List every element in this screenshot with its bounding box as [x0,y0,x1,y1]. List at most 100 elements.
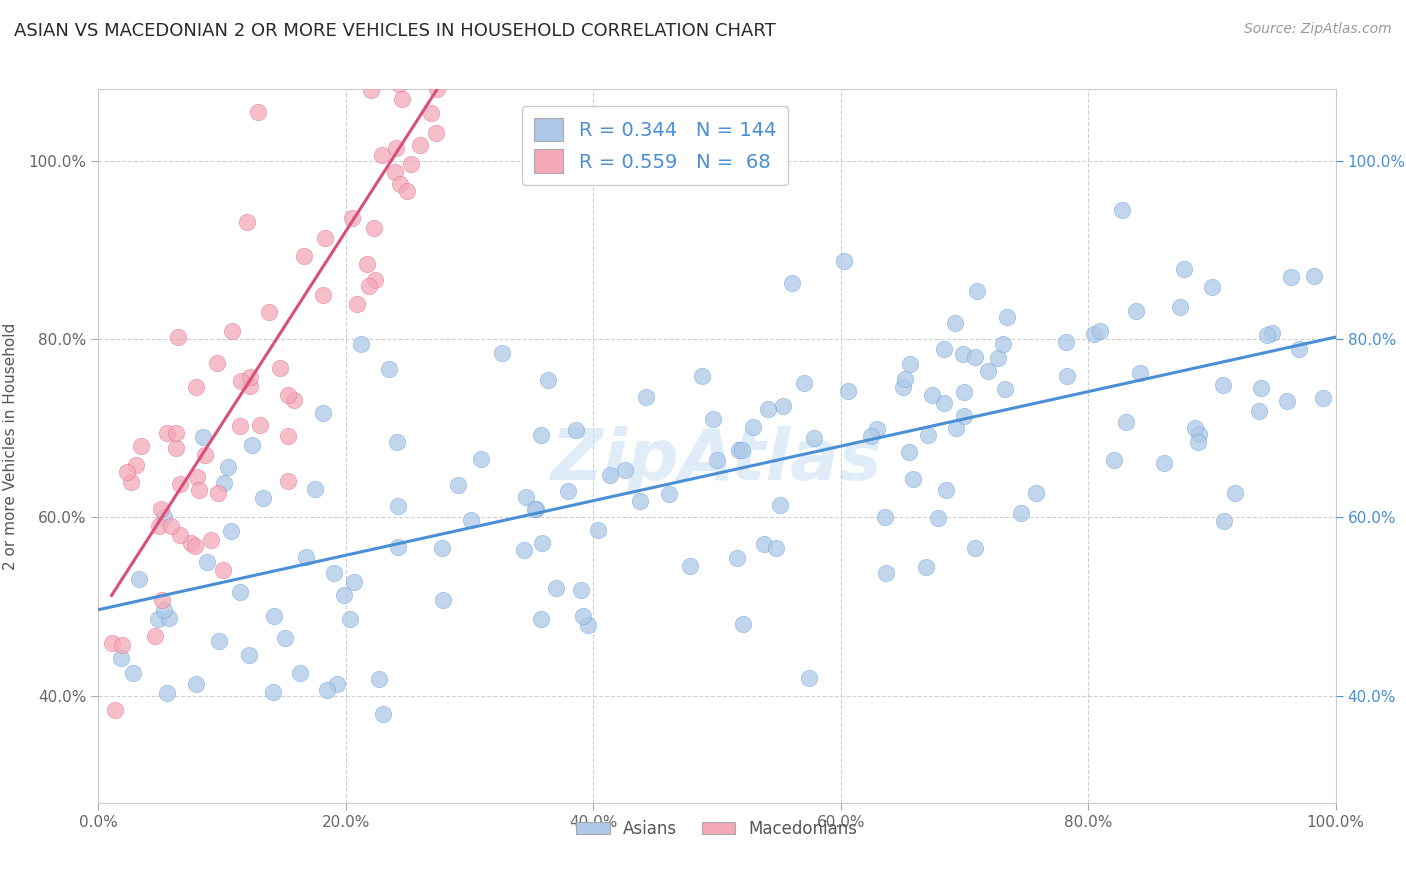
Point [470,451,492,466]
Point [898,357,921,371]
Point [1212,378,1234,392]
Point [217,459,239,474]
Point [384,165,406,179]
Point [257,305,280,319]
Point [921,388,943,402]
Point [945,316,967,330]
Point [1173,261,1195,276]
Point [180,535,202,549]
Point [357,278,380,293]
Point [322,566,344,580]
Point [156,686,179,700]
Point [894,372,917,386]
Point [728,443,751,458]
Point [333,588,356,602]
Point [295,550,318,565]
Point [346,297,368,311]
Point [1111,203,1133,218]
Point [312,406,335,420]
Point [927,511,949,525]
Point [1261,326,1284,341]
Point [530,612,553,626]
Point [420,105,443,120]
Point [613,463,636,477]
Point [702,412,724,426]
Point [128,572,150,586]
Point [269,360,291,375]
Point [803,431,825,445]
Point [153,509,176,524]
Point [186,676,208,690]
Point [152,603,174,617]
Point [1088,324,1111,338]
Point [191,430,214,444]
Point [311,287,333,301]
Point [125,458,148,473]
Point [274,631,297,645]
Point [772,399,794,413]
Point [385,53,408,67]
Point [891,380,914,394]
Point [1277,394,1299,409]
Point [897,445,920,459]
Point [1247,404,1270,418]
Point [387,540,409,554]
Point [799,671,821,685]
Point [350,337,373,351]
Point [780,276,803,290]
Point [679,559,702,574]
Point [837,384,859,398]
Point [283,392,305,407]
Point [236,215,259,229]
Point [1115,416,1137,430]
Point [200,533,222,547]
Point [395,184,418,198]
Point [963,541,986,555]
Point [288,666,311,681]
Point [159,519,181,533]
Point [239,370,262,384]
Point [156,426,179,441]
Point [565,423,588,437]
Point [932,396,955,410]
Point [388,77,411,91]
Point [110,638,132,652]
Point [1056,368,1078,383]
Point [426,82,449,96]
Point [344,39,367,54]
Point [129,439,152,453]
Y-axis label: 2 or more Vehicles in Household: 2 or more Vehicles in Household [3,322,17,570]
Point [277,429,299,443]
Point [524,502,547,516]
Point [1312,391,1334,405]
Point [239,378,262,392]
Text: Source: ZipAtlas.com: Source: ZipAtlas.com [1244,22,1392,37]
Point [169,528,191,542]
Point [995,310,1018,324]
Point [229,585,252,599]
Point [952,409,974,424]
Point [316,683,339,698]
Point [364,272,387,286]
Point [1279,269,1302,284]
Point [658,487,681,501]
Point [389,177,412,191]
Point [342,211,364,226]
Point [252,491,274,505]
Point [219,524,242,538]
Point [247,105,270,120]
Point [110,651,132,665]
Point [901,472,924,486]
Point [430,541,453,556]
Point [157,611,180,625]
Point [292,249,315,263]
Point [866,422,889,436]
Point [1025,486,1047,500]
Point [263,608,285,623]
Point [1223,485,1246,500]
Point [1153,456,1175,470]
Point [991,336,1014,351]
Point [935,483,957,498]
Point [425,126,447,140]
Point [184,539,207,553]
